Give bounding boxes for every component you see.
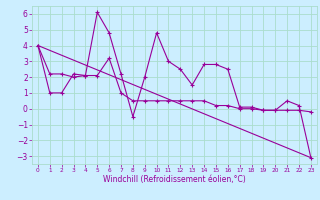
X-axis label: Windchill (Refroidissement éolien,°C): Windchill (Refroidissement éolien,°C): [103, 175, 246, 184]
